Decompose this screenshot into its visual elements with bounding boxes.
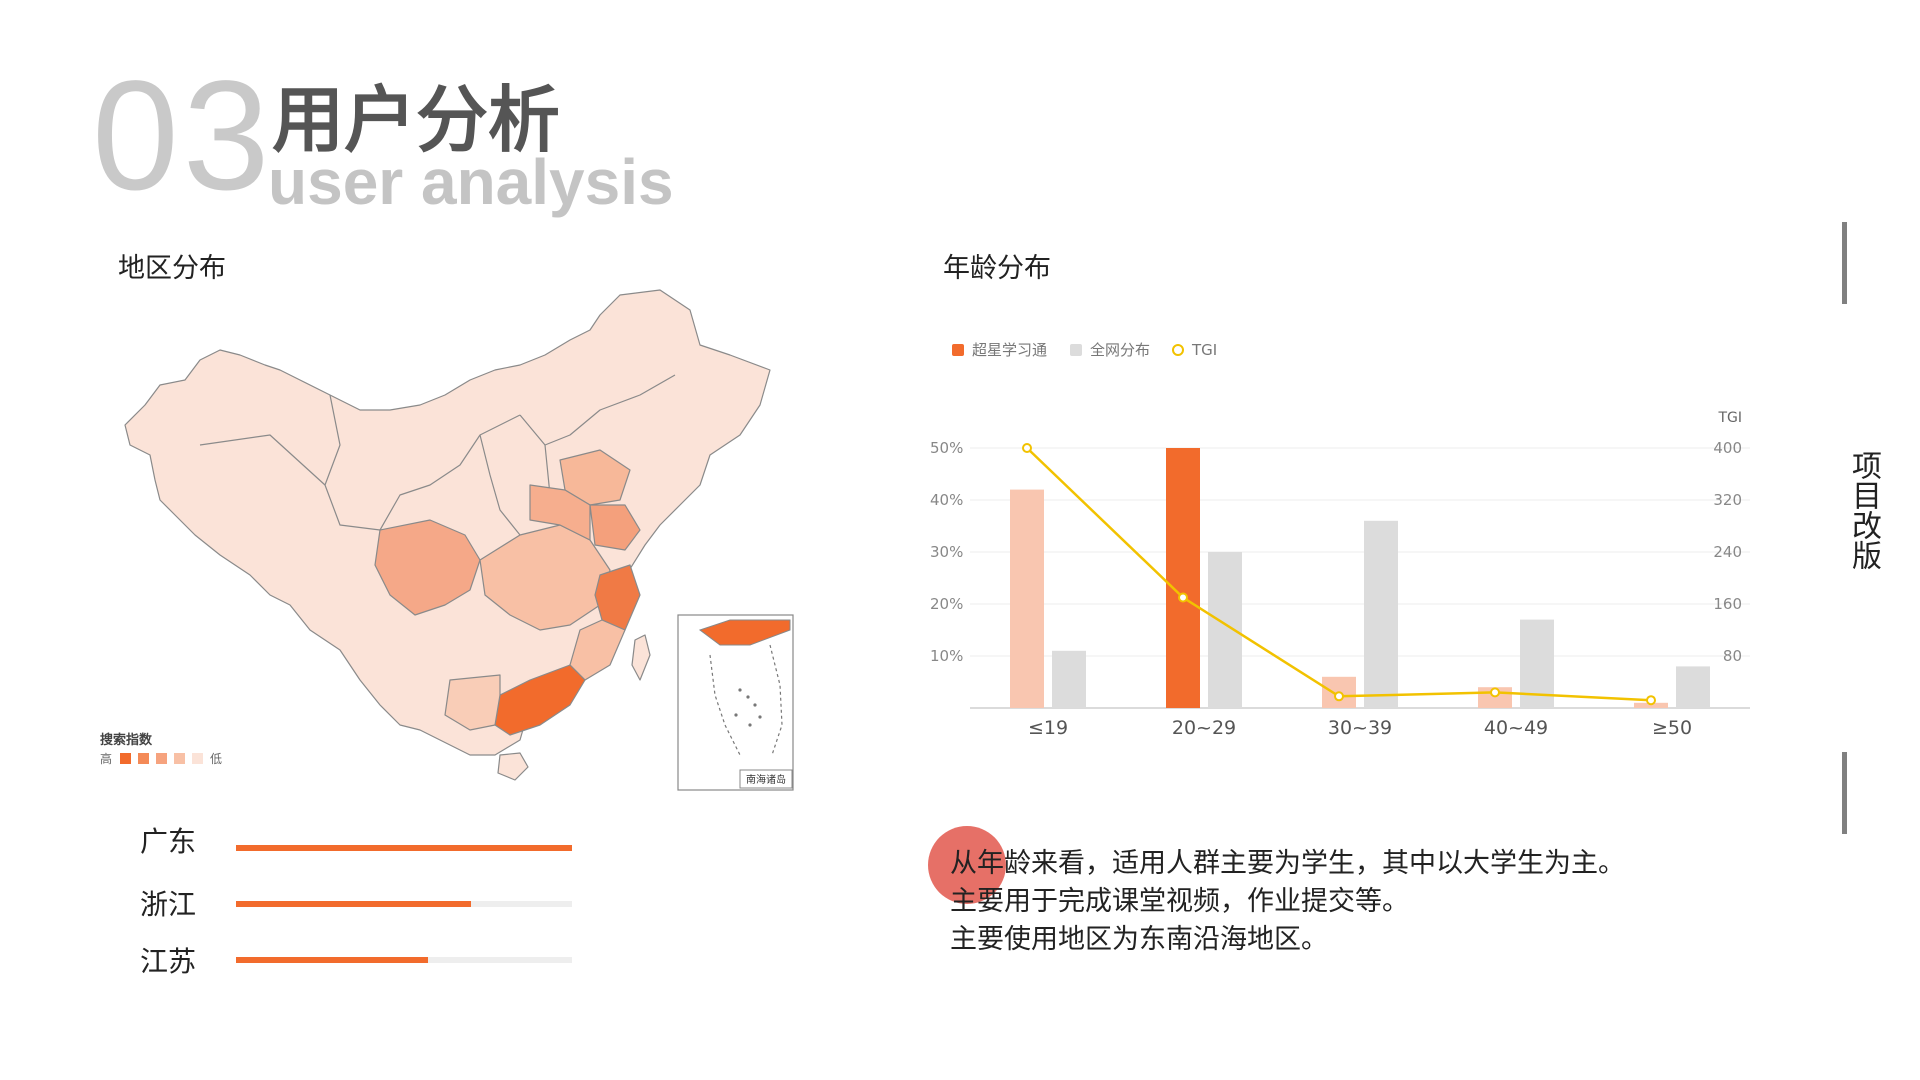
inset-label: 南海诸岛	[746, 773, 786, 786]
map-region-jiangsu	[589, 504, 641, 551]
tgi-point	[1334, 691, 1344, 702]
y-right-tick-label: 240	[1713, 543, 1742, 561]
description-line-2: 主要用于完成课堂视频，作业提交等。	[950, 886, 1409, 917]
description: 从年龄来看，适用人群主要为学生，其中以大学生为主。 主要用于完成课堂视频，作业提…	[950, 845, 1625, 959]
chart-bars	[1010, 448, 1710, 708]
chart-legend: 超星学习通 全网分布 TGI	[952, 341, 1217, 359]
rank-bar-3	[236, 957, 428, 963]
rank-track-2	[236, 901, 572, 907]
bar-全网分布	[1208, 552, 1242, 708]
legend-swatch-3	[1172, 344, 1184, 356]
bar-超星学习通	[1010, 489, 1044, 708]
age-chart: 50% 40% 30% 20% 10% 400 320 240 160 80 TGI ≤19 20~29…	[930, 341, 1750, 739]
legend-swatch-2	[1070, 344, 1082, 356]
side-divider-top	[1842, 222, 1847, 304]
y-right-axis-label: TGI	[1717, 410, 1742, 426]
tgi-point	[1178, 592, 1188, 603]
china-map: 南海诸岛 搜索指数 高 低	[100, 289, 794, 791]
legend-swatch-1	[952, 344, 964, 356]
tgi-point	[1022, 443, 1032, 453]
tgi-point	[1490, 687, 1500, 698]
y-left-tick-label: 10%	[930, 647, 963, 665]
bar-全网分布	[1676, 666, 1710, 708]
map-legend-high: 高	[100, 751, 112, 766]
description-line-1: 从年龄来看，适用人群主要为学生，其中以大学生为主。	[950, 848, 1625, 879]
x-tick-label: 20~29	[1172, 717, 1236, 739]
side-divider-bottom	[1842, 752, 1847, 834]
tgi-point	[1646, 695, 1656, 706]
decorative-dot	[928, 826, 1006, 904]
section-number: 03	[92, 49, 274, 223]
legend-swatch-5	[192, 753, 203, 764]
chart-line	[1022, 443, 1656, 706]
map-region-north	[124, 289, 771, 756]
y-left-tick-label: 30%	[930, 543, 963, 561]
map-region-henan	[529, 484, 591, 541]
description-line-3: 主要使用地区为东南沿海地区。	[950, 924, 1328, 955]
rank-bar-1	[236, 845, 572, 851]
side-label: 项目改版	[1846, 450, 1881, 570]
bar-超星学习通	[1634, 702, 1668, 708]
y-right-tick-label: 160	[1713, 595, 1742, 613]
legend-label-3: TGI	[1191, 341, 1217, 359]
age-section-label: 年龄分布	[943, 253, 1051, 284]
legend-swatch-2	[138, 753, 149, 764]
chart-labels: 50% 40% 30% 20% 10% 400 320 240 160 80 TGI ≤19 20~29…	[930, 410, 1742, 739]
y-right-tick-label: 400	[1713, 439, 1742, 457]
rank-name-2: 浙江	[140, 888, 197, 921]
rank-name-1: 广东	[140, 825, 197, 858]
map-region-taiwan	[631, 634, 651, 681]
x-tick-label: 30~39	[1328, 717, 1392, 739]
map-inset	[677, 614, 794, 791]
map-legend-low: 低	[210, 752, 222, 766]
y-right-tick-label: 80	[1723, 647, 1742, 665]
tgi-line	[1026, 447, 1652, 702]
chart-grid	[970, 447, 1750, 709]
x-tick-label: ≤19	[1028, 717, 1068, 739]
y-left-tick-label: 40%	[930, 491, 963, 509]
map-region-sichuan	[374, 519, 481, 616]
page-subtitle: user analysis	[268, 146, 674, 218]
bar-全网分布	[1052, 650, 1086, 708]
y-right-tick-label: 320	[1713, 491, 1742, 509]
x-tick-label: 40~49	[1484, 717, 1548, 739]
rank-track-1	[236, 845, 572, 851]
rank-bar-2	[236, 901, 472, 907]
legend-label-1: 超星学习通	[972, 341, 1047, 359]
bar-全网分布	[1364, 520, 1398, 708]
legend-label-2: 全网分布	[1090, 341, 1150, 359]
region-section-label: 地区分布	[118, 253, 226, 284]
x-tick-label: ≥50	[1652, 717, 1692, 739]
map-legend-title: 搜索指数	[100, 732, 153, 748]
page-title: 用户分析	[272, 78, 561, 162]
map-region-hainan	[497, 752, 529, 781]
legend-swatch-4	[174, 753, 185, 764]
y-left-tick-label: 50%	[930, 439, 963, 457]
rank-track-3	[236, 957, 572, 963]
legend-swatch-1	[120, 753, 131, 764]
legend-swatch-3	[156, 753, 167, 764]
rank-name-3: 江苏	[140, 945, 197, 978]
y-left-tick-label: 20%	[930, 595, 963, 613]
map-region-guangxi	[444, 674, 501, 731]
map-region-guangdong	[494, 664, 586, 736]
bar-超星学习通	[1166, 448, 1200, 708]
